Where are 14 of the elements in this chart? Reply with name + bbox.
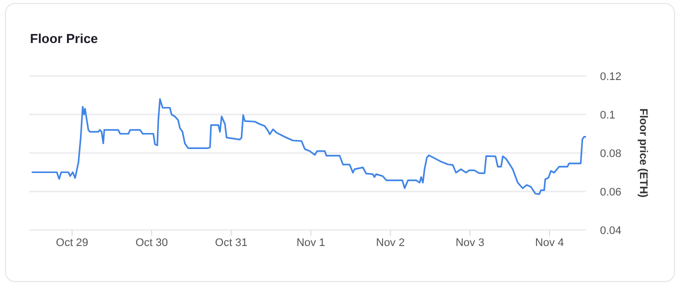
x-tick-label: Oct 30 xyxy=(135,236,168,249)
y-tick-label: 0.08 xyxy=(600,148,622,160)
x-tick-label: Nov 1 xyxy=(296,236,326,249)
y-axis-title: Floor price (ETH) xyxy=(637,108,650,198)
x-tick-label: Oct 31 xyxy=(215,236,248,249)
x-tick-label: Nov 2 xyxy=(376,236,405,249)
x-tick-label: Nov 3 xyxy=(456,236,484,249)
x-tick-label: Oct 29 xyxy=(56,236,88,249)
y-tick-label: 0.12 xyxy=(600,70,622,83)
y-tick-label: 0.1 xyxy=(600,109,616,122)
x-tick-label: Nov 4 xyxy=(535,236,564,249)
y-tick-label: 0.06 xyxy=(600,186,622,198)
chart-title: Floor Price xyxy=(30,31,98,46)
y-tick-label: 0.04 xyxy=(600,224,622,237)
